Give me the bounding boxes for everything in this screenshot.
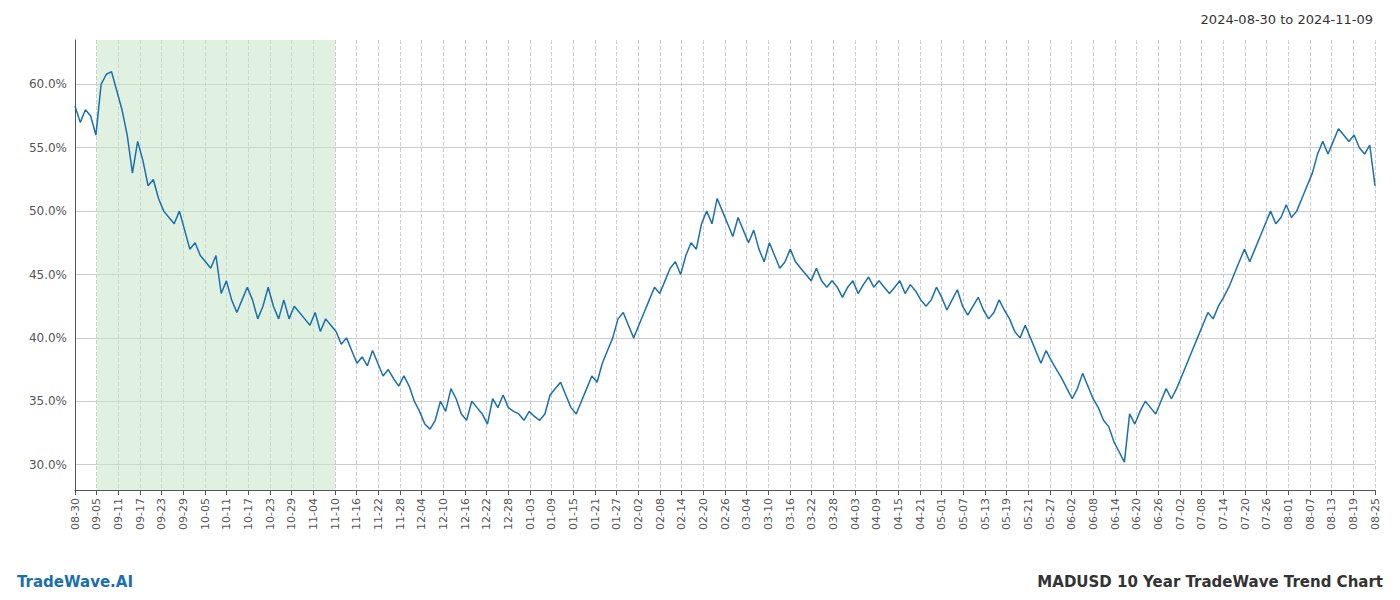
svg-text:09-29: 09-29 xyxy=(177,498,190,530)
svg-text:07-26: 07-26 xyxy=(1260,498,1273,530)
svg-text:07-08: 07-08 xyxy=(1195,498,1208,530)
svg-text:50.0%: 50.0% xyxy=(29,204,67,218)
svg-text:12-22: 12-22 xyxy=(480,498,493,530)
svg-text:06-02: 06-02 xyxy=(1065,498,1078,530)
svg-text:10-11: 10-11 xyxy=(220,498,233,530)
svg-text:06-08: 06-08 xyxy=(1087,498,1100,530)
svg-text:09-23: 09-23 xyxy=(155,498,168,530)
svg-text:10-23: 10-23 xyxy=(264,498,277,530)
svg-text:02-26: 02-26 xyxy=(719,498,732,530)
svg-text:08-01: 08-01 xyxy=(1282,498,1295,530)
svg-text:04-21: 04-21 xyxy=(914,498,927,530)
svg-text:10-05: 10-05 xyxy=(199,498,212,530)
svg-text:04-09: 04-09 xyxy=(870,498,883,530)
svg-text:07-02: 07-02 xyxy=(1174,498,1187,530)
svg-text:60.0%: 60.0% xyxy=(29,77,67,91)
svg-text:06-26: 06-26 xyxy=(1152,498,1165,530)
svg-text:03-28: 03-28 xyxy=(827,498,840,530)
svg-text:TradeWave.AI: TradeWave.AI xyxy=(17,573,133,591)
svg-text:02-14: 02-14 xyxy=(675,498,688,530)
svg-text:03-10: 03-10 xyxy=(762,498,775,530)
svg-text:01-15: 01-15 xyxy=(567,498,580,530)
svg-text:12-16: 12-16 xyxy=(459,498,472,530)
svg-text:04-03: 04-03 xyxy=(849,498,862,530)
svg-text:2024-08-30 to 2024-11-09: 2024-08-30 to 2024-11-09 xyxy=(1201,12,1373,27)
svg-text:12-04: 12-04 xyxy=(415,498,428,530)
svg-text:MADUSD 10 Year TradeWave Trend: MADUSD 10 Year TradeWave Trend Chart xyxy=(1037,573,1383,591)
svg-text:10-17: 10-17 xyxy=(242,498,255,530)
svg-text:05-01: 05-01 xyxy=(935,498,948,530)
svg-text:11-22: 11-22 xyxy=(372,498,385,530)
svg-text:02-02: 02-02 xyxy=(632,498,645,530)
svg-text:05-07: 05-07 xyxy=(957,498,970,530)
svg-text:05-27: 05-27 xyxy=(1044,498,1057,530)
svg-text:09-11: 09-11 xyxy=(112,498,125,530)
svg-text:08-19: 08-19 xyxy=(1347,498,1360,530)
svg-text:04-15: 04-15 xyxy=(892,498,905,530)
svg-text:30.0%: 30.0% xyxy=(29,458,67,472)
svg-text:06-20: 06-20 xyxy=(1130,498,1143,530)
svg-text:01-09: 01-09 xyxy=(545,498,558,530)
svg-text:10-29: 10-29 xyxy=(285,498,298,530)
svg-text:01-21: 01-21 xyxy=(589,498,602,530)
svg-text:02-08: 02-08 xyxy=(654,498,667,530)
svg-text:06-14: 06-14 xyxy=(1109,498,1122,530)
svg-text:03-22: 03-22 xyxy=(805,498,818,530)
svg-text:11-04: 11-04 xyxy=(307,498,320,530)
svg-text:07-14: 07-14 xyxy=(1217,498,1230,530)
svg-text:07-20: 07-20 xyxy=(1239,498,1252,530)
svg-text:11-28: 11-28 xyxy=(394,498,407,530)
svg-text:45.0%: 45.0% xyxy=(29,268,67,282)
svg-text:08-30: 08-30 xyxy=(69,498,82,530)
svg-text:05-13: 05-13 xyxy=(979,498,992,530)
svg-text:12-28: 12-28 xyxy=(502,498,515,530)
svg-text:55.0%: 55.0% xyxy=(29,141,67,155)
svg-text:03-16: 03-16 xyxy=(784,498,797,530)
svg-text:09-05: 09-05 xyxy=(90,498,103,530)
svg-text:11-10: 11-10 xyxy=(329,498,342,530)
svg-text:01-27: 01-27 xyxy=(610,498,623,530)
svg-text:01-03: 01-03 xyxy=(524,498,537,530)
svg-text:05-21: 05-21 xyxy=(1022,498,1035,530)
svg-text:08-25: 08-25 xyxy=(1369,498,1382,530)
svg-text:12-10: 12-10 xyxy=(437,498,450,530)
svg-text:11-16: 11-16 xyxy=(350,498,363,530)
svg-text:35.0%: 35.0% xyxy=(29,394,67,408)
svg-text:08-07: 08-07 xyxy=(1304,498,1317,530)
svg-text:05-19: 05-19 xyxy=(1000,498,1013,530)
svg-text:40.0%: 40.0% xyxy=(29,331,67,345)
svg-text:08-13: 08-13 xyxy=(1325,498,1338,530)
svg-text:02-20: 02-20 xyxy=(697,498,710,530)
svg-text:09-17: 09-17 xyxy=(134,498,147,530)
svg-text:03-04: 03-04 xyxy=(740,498,753,530)
